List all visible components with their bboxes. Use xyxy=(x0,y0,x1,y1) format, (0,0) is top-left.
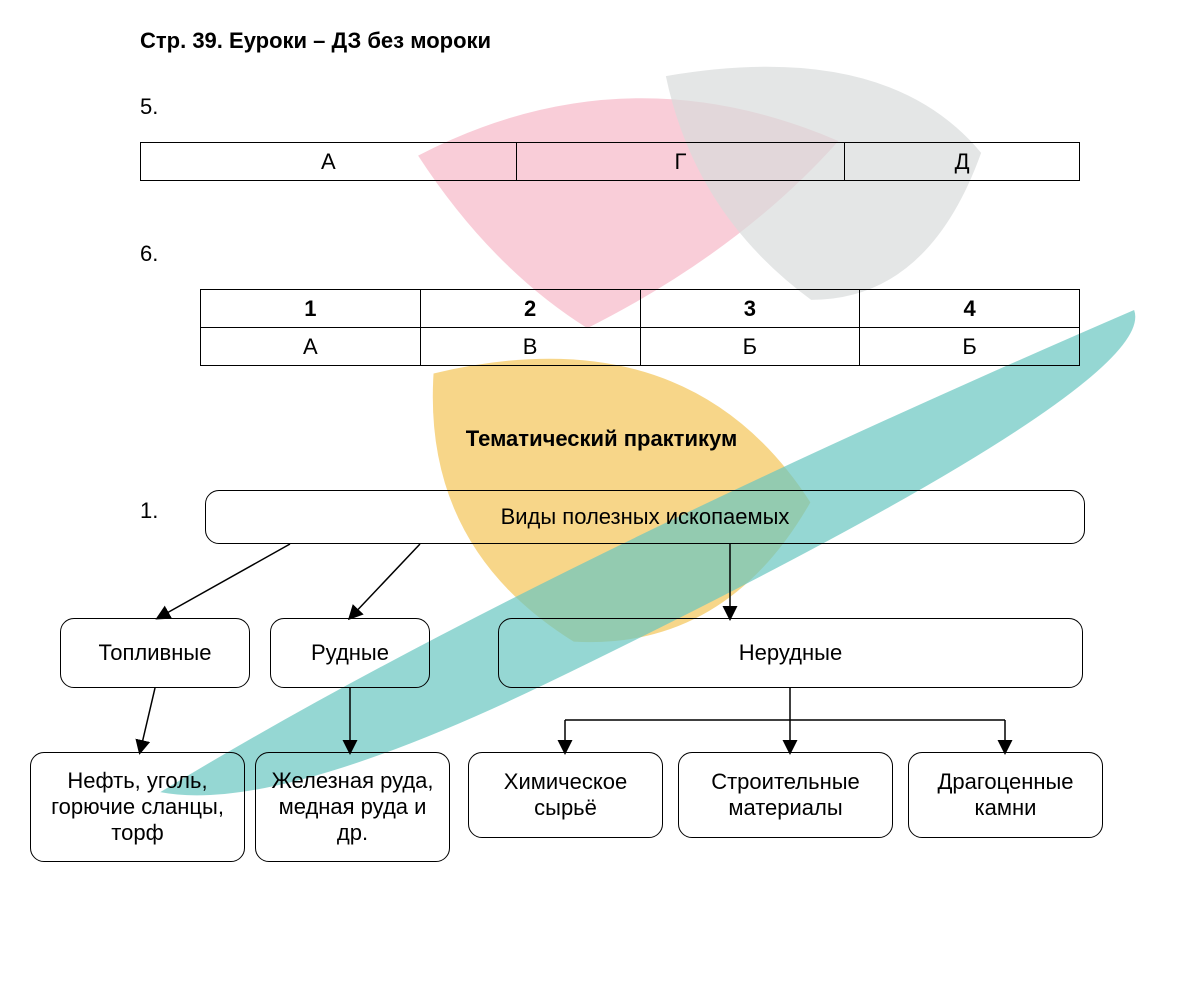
diagram-leaf-1: Железная руда, медная руда и др. xyxy=(255,752,450,862)
q6-c2: В xyxy=(420,328,640,366)
q6-c4: Б xyxy=(860,328,1080,366)
q5-cell-1: А xyxy=(141,143,517,181)
page-title: Стр. 39. Еуроки – ДЗ без мороки xyxy=(140,28,1203,54)
q6-h1: 1 xyxy=(201,290,421,328)
q5-cell-2: Г xyxy=(516,143,845,181)
q6-c1: А xyxy=(201,328,421,366)
q6-h4: 4 xyxy=(860,290,1080,328)
diagram-mid-2: Нерудные xyxy=(498,618,1083,688)
diagram-leaf-4: Драгоценные камни xyxy=(908,752,1103,838)
diagram-mid-0: Топливные xyxy=(60,618,250,688)
section-title: Тематический практикум xyxy=(0,426,1203,452)
q6-h3: 3 xyxy=(640,290,860,328)
diagram-mid-1: Рудные xyxy=(270,618,430,688)
question-5-number: 5. xyxy=(140,94,1203,120)
diagram-minerals: 1. Виды полезных ископаемыхТопливныеРудн… xyxy=(30,490,1190,870)
diagram-leaf-0: Нефть, уголь, горючие сланцы, торф xyxy=(30,752,245,862)
diagram-leaf-3: Строительные материалы xyxy=(678,752,893,838)
diagram-root: Виды полезных ископаемых xyxy=(205,490,1085,544)
question-6-number: 6. xyxy=(140,241,1203,267)
diagram-leaf-2: Химическое сырьё xyxy=(468,752,663,838)
q6-h2: 2 xyxy=(420,290,640,328)
table-q5: А Г Д xyxy=(140,142,1080,181)
q6-c3: Б xyxy=(640,328,860,366)
table-q6: 1 2 3 4 А В Б Б xyxy=(200,289,1080,366)
q5-cell-3: Д xyxy=(845,143,1080,181)
